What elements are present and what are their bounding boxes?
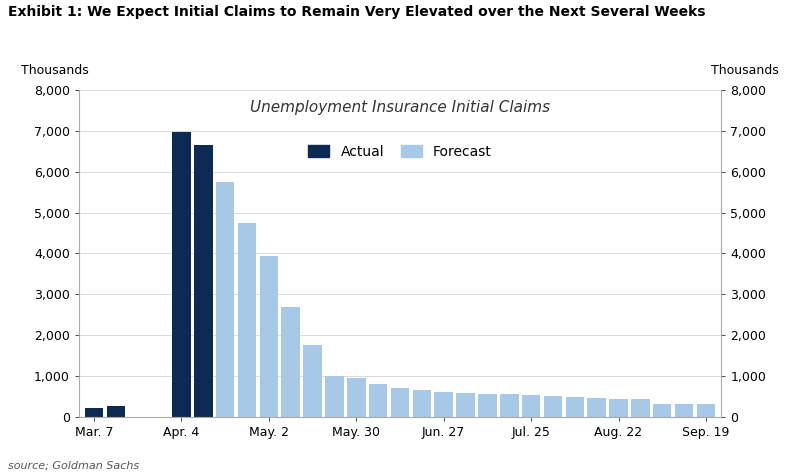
Bar — [631, 399, 650, 417]
Text: Exhibit 1: We Expect Initial Claims to Remain Very Elevated over the Next Severa: Exhibit 1: We Expect Initial Claims to R… — [8, 5, 706, 19]
Bar — [282, 307, 300, 417]
Bar — [260, 255, 278, 417]
Bar — [434, 392, 453, 417]
Bar — [106, 405, 126, 417]
Bar — [303, 345, 322, 417]
Bar — [587, 398, 606, 417]
Bar — [674, 404, 694, 417]
Text: Thousands: Thousands — [711, 64, 779, 77]
Bar — [172, 131, 190, 417]
Bar — [325, 376, 344, 417]
Bar — [390, 388, 410, 417]
Bar — [238, 223, 256, 417]
Text: Thousands: Thousands — [21, 64, 89, 77]
Legend: Actual, Forecast: Actual, Forecast — [303, 140, 497, 165]
Bar — [610, 399, 628, 417]
Bar — [544, 396, 562, 417]
Bar — [653, 404, 671, 417]
Text: source; Goldman Sachs: source; Goldman Sachs — [8, 461, 139, 471]
Bar — [347, 378, 366, 417]
Bar — [194, 145, 213, 417]
Text: Unemployment Insurance Initial Claims: Unemployment Insurance Initial Claims — [250, 100, 550, 114]
Bar — [500, 394, 518, 417]
Bar — [478, 394, 497, 417]
Bar — [369, 385, 387, 417]
Bar — [566, 397, 584, 417]
Bar — [456, 393, 475, 417]
Bar — [85, 408, 103, 417]
Bar — [522, 394, 540, 417]
Bar — [697, 403, 715, 417]
Bar — [413, 391, 431, 417]
Bar — [216, 182, 234, 417]
